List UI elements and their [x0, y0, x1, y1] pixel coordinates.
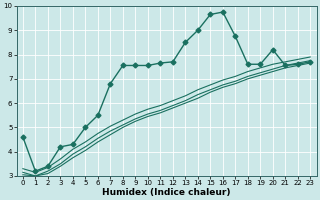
- X-axis label: Humidex (Indice chaleur): Humidex (Indice chaleur): [102, 188, 231, 197]
